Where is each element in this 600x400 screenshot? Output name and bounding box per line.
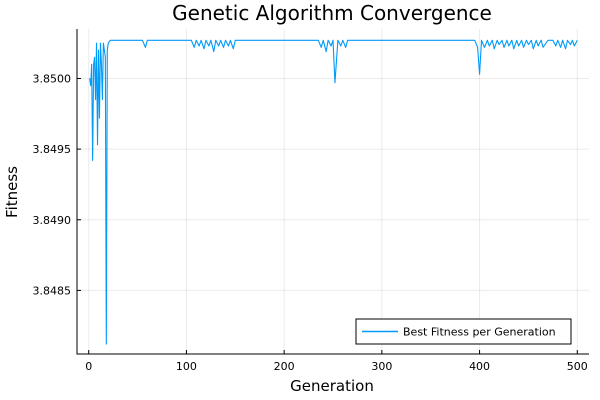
x-tick-label: 300 (371, 360, 392, 373)
x-axis-label: Generation (290, 377, 374, 395)
y-axis-label: Fitness (3, 166, 21, 218)
x-tick-label: 500 (567, 360, 588, 373)
series-layer (89, 39, 578, 345)
y-axis: 3.8485 3.8490 3.8495 3.8500 (33, 72, 81, 297)
legend-label: Best Fitness per Generation (403, 326, 556, 339)
x-tick-label: 0 (85, 360, 92, 373)
y-tick-label: 3.8495 (33, 143, 72, 156)
series-line (89, 39, 578, 345)
chart-title: Genetic Algorithm Convergence (172, 1, 492, 25)
axis-spines (76, 29, 589, 355)
y-tick-label: 3.8490 (33, 214, 72, 227)
x-tick-label: 100 (176, 360, 197, 373)
y-tick-label: 3.8485 (33, 284, 72, 297)
y-tick-label: 3.8500 (33, 72, 72, 85)
legend: Best Fitness per Generation (355, 318, 572, 345)
x-tick-label: 200 (274, 360, 295, 373)
x-tick-label: 400 (469, 360, 490, 373)
grid (77, 29, 589, 354)
x-axis: 0 100 200 300 400 500 (85, 350, 588, 373)
